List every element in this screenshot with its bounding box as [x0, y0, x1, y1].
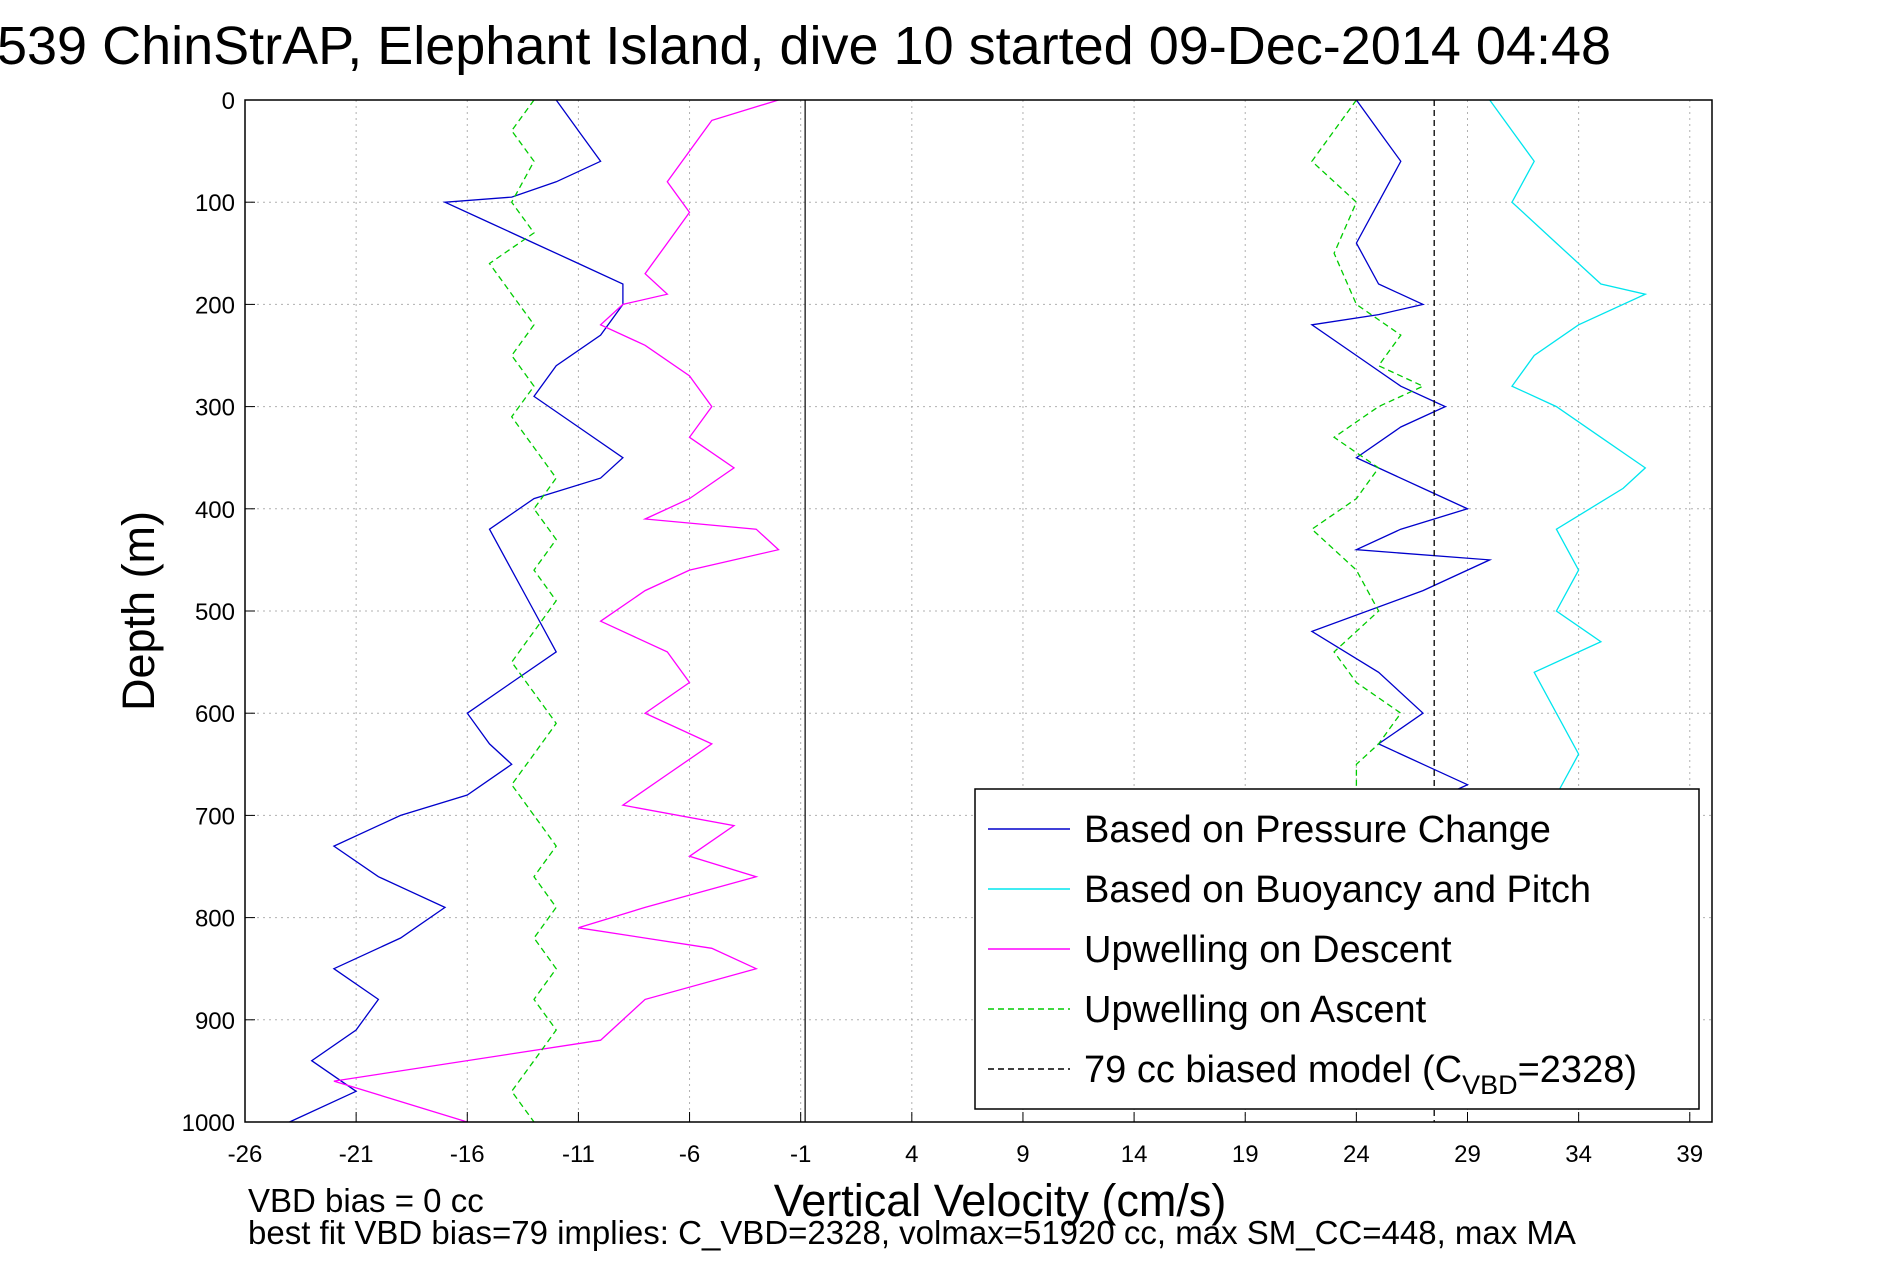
y-tick-label: 500 [195, 599, 235, 626]
x-tick-label: 34 [1565, 1141, 1592, 1168]
y-tick-label: 600 [195, 701, 235, 728]
y-tick-label: 200 [195, 292, 235, 319]
series-line-2 [1489, 99, 1648, 796]
x-tick-label: -6 [679, 1141, 700, 1168]
x-tick-label: 9 [1016, 1141, 1029, 1168]
x-tick-label: 14 [1121, 1141, 1148, 1168]
series-line-0 [289, 99, 624, 1123]
chart-title: SG539 ChinStrAP, Elephant Island, dive 1… [0, 16, 1611, 76]
x-tick-label: 4 [905, 1141, 918, 1168]
x-tick-label: -26 [228, 1141, 263, 1168]
y-tick-label: 900 [195, 1008, 235, 1035]
legend-label-0: Based on Pressure Change [1084, 809, 1551, 851]
x-axis-label: Vertical Velocity (cm/s) [774, 1175, 1227, 1226]
legend-label-main: 79 cc biased model (C [1084, 1049, 1462, 1091]
x-tick-label: -16 [450, 1141, 485, 1168]
legend-box [974, 788, 1700, 1110]
legend-label-2: Upwelling on Descent [1084, 929, 1452, 971]
x-tick-label: -1 [790, 1141, 811, 1168]
y-axis-label: Depth (m) [113, 511, 164, 711]
y-tick-label: 0 [222, 88, 235, 115]
y-tick-label: 400 [195, 497, 235, 524]
legend-label-end: =2328) [1518, 1049, 1637, 1091]
x-tick-label: -11 [562, 1141, 595, 1168]
y-tick-label: 1000 [182, 1110, 235, 1137]
series-line-4 [488, 99, 558, 1123]
x-tick-label: 39 [1676, 1141, 1703, 1168]
legend-label-subscript: VBD [1462, 1070, 1518, 1100]
x-tick-label: -21 [339, 1141, 374, 1168]
best-fit-note: best fit VBD bias=79 implies: C_VBD=2328… [248, 1214, 1576, 1251]
legend: Based on Pressure Change Based on Buoyanc… [974, 788, 1700, 1110]
series-line-1 [1310, 99, 1493, 796]
y-tick-label: 800 [195, 906, 235, 933]
y-tick-label: 700 [195, 803, 235, 830]
y-tick-label: 300 [195, 395, 235, 422]
x-tick-label: 29 [1454, 1141, 1481, 1168]
series-line-5 [1310, 99, 1425, 795]
series-layer [289, 99, 1648, 1123]
tick-layer: -26 -21 -16 -11 -6 -1 4 9 14 19 24 29 34 39 0 100 200 300… [182, 88, 1704, 1168]
legend-label-1: Based on Buoyancy and Pitch [1084, 869, 1591, 911]
y-tick-label: 100 [195, 190, 235, 217]
vbd-bias-note: VBD bias = 0 cc [248, 1182, 484, 1219]
x-tick-label: 19 [1232, 1141, 1259, 1168]
series-line-3 [333, 99, 780, 1123]
legend-label-3: Upwelling on Ascent [1084, 989, 1427, 1031]
legend-label-4: 79 cc biased model (CVBD=2328) [1084, 1049, 1637, 1100]
x-tick-label: 24 [1343, 1141, 1370, 1168]
